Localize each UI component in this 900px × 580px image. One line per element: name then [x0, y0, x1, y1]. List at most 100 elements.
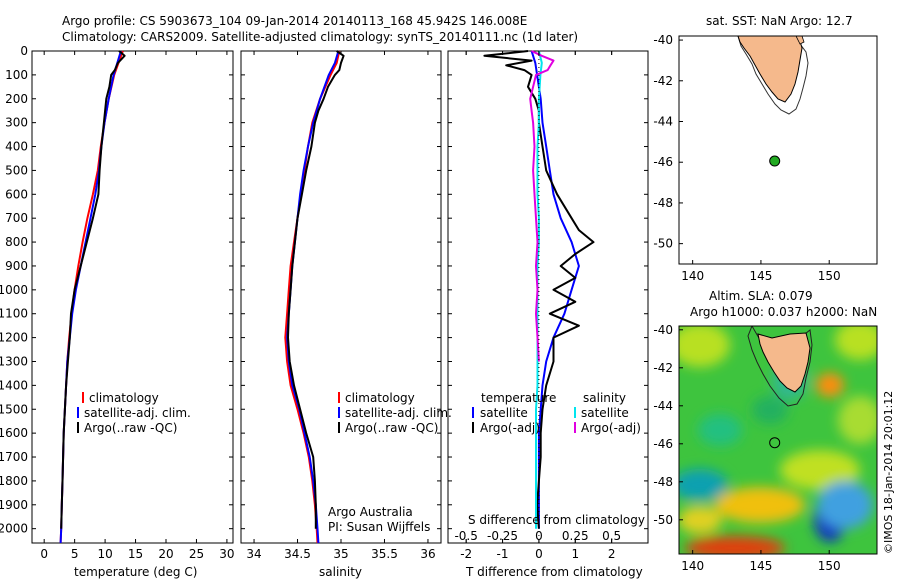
sla-map-field — [679, 326, 877, 554]
s-difference-tick-label: -0.5 — [454, 529, 477, 543]
map-x-tick-label: 145 — [749, 269, 772, 283]
map-y-tick-label: -46 — [653, 437, 673, 451]
legend-label-satellite: satellite-adj. clim. — [84, 406, 191, 420]
legend-label-argo: Argo(..raw -QC) — [345, 421, 438, 435]
legend-label-argo: Argo(..raw -QC) — [84, 421, 177, 435]
map-y-tick-label: -48 — [653, 196, 673, 210]
salinity-plot-area — [240, 50, 442, 544]
imos-timestamp: ©IMOS 18-Jan-2014 20:01:12 — [882, 391, 895, 554]
depth-tick-label: 1900 — [0, 498, 28, 512]
depth-tick-label: 1000 — [0, 283, 28, 297]
temperature-tick-label: 25 — [189, 547, 204, 561]
series-line-salinity-argo-adj — [529, 50, 555, 362]
t-difference-tick-label: 2 — [608, 547, 616, 561]
salinity-tick-label: 34 — [246, 547, 261, 561]
map-y-tick-label: -50 — [653, 513, 673, 527]
temperature-tick-label: 15 — [128, 547, 143, 561]
salinity-tick-label: 35 — [333, 547, 348, 561]
t-difference-tick-label: -1 — [497, 547, 509, 561]
depth-tick-label: 200 — [5, 92, 28, 106]
salinity-tick-label: 36 — [420, 547, 435, 561]
s-difference-tick-label: -0.25 — [487, 529, 518, 543]
difference-plot-area — [447, 50, 649, 544]
series-line-argo-raw-qc — [60, 50, 126, 529]
depth-tick-label: 800 — [5, 235, 28, 249]
t-difference-tick-label: 1 — [571, 547, 579, 561]
depth-tick-label: 600 — [5, 187, 28, 201]
depth-tick-label: 700 — [5, 211, 28, 225]
salinity-axis-label: salinity — [319, 565, 362, 579]
s-difference-axis-label: S difference from climatology — [468, 513, 645, 527]
map-y-tick-label: -40 — [653, 33, 673, 47]
sst-map-title: sat. SST: NaN Argo: 12.7 — [706, 14, 853, 28]
temperature-axis-label: temperature (deg C) — [74, 565, 197, 579]
temperature-plot-area — [31, 50, 234, 544]
argo-float-marker — [769, 437, 781, 449]
map-x-tick-label: 140 — [681, 269, 704, 283]
map-x-tick-label: 140 — [681, 559, 704, 573]
salinity-legend: climatology satellite-adj. clim. Argo(..… — [338, 391, 452, 435]
sla-map-axes: 140 145 150 -40 -42 -44 -46 -48 -50 — [653, 323, 840, 573]
map-y-tick-label: -40 — [653, 323, 673, 337]
legend-title-temperature: temperature — [481, 391, 556, 405]
depth-tick-label: 1100 — [0, 307, 28, 321]
temperature-tick-label: 5 — [71, 547, 79, 561]
map-y-tick-label: -50 — [653, 237, 673, 251]
sla-map-title-1: Altim. SLA: 0.079 — [709, 289, 813, 303]
series-line-satellite-adj-clim — [286, 50, 340, 544]
depth-tick-label: 400 — [5, 140, 28, 154]
depth-tick-label: 1800 — [0, 474, 28, 488]
series-line-temperature-argo-adj — [483, 50, 595, 529]
difference-series — [483, 50, 595, 529]
legend-title-salinity: salinity — [583, 391, 626, 405]
sla-map-frame — [678, 325, 878, 555]
temperature-tick-label: 30 — [219, 547, 234, 561]
depth-tick-label: 1500 — [0, 402, 28, 416]
legend-label-temp-satellite: satellite — [480, 406, 528, 420]
depth-tick-label: 500 — [5, 163, 28, 177]
depth-tick-label: 1200 — [0, 331, 28, 345]
series-line-climatology — [59, 50, 124, 544]
map-y-tick-label: -42 — [653, 361, 673, 375]
island — [795, 36, 805, 45]
series-line-satellite-adj-clim — [59, 50, 122, 544]
temperature-tick-label: 20 — [158, 547, 173, 561]
depth-tick-label: 0 — [20, 44, 28, 58]
legend-label-satellite: satellite-adj. clim. — [345, 406, 452, 420]
sla-map-title-2: Argo h1000: 0.037 h2000: NaN — [690, 305, 877, 319]
map-y-tick-label: -44 — [653, 399, 673, 413]
tasmania-land — [737, 36, 803, 103]
legend-label-temp-argo: Argo(-adj) — [480, 421, 540, 435]
map-x-tick-label: 150 — [818, 559, 841, 573]
legend-label-sal-argo: Argo(-adj) — [581, 421, 641, 435]
depth-tick-label: 1400 — [0, 378, 28, 392]
sst-map-axes: 140 145 150 -40 -42 -44 -46 -48 -50 — [653, 33, 840, 283]
map-x-tick-label: 145 — [749, 559, 772, 573]
map-y-tick-label: -46 — [653, 155, 673, 169]
axes-ticks: 0100200300400500600700800900100011001200… — [0, 44, 648, 561]
sst-map-land — [737, 36, 809, 115]
salinity-tick-label: 35.5 — [371, 547, 398, 561]
t-difference-tick-label: 0 — [535, 547, 543, 561]
s-difference-tick-label: 0.25 — [562, 529, 589, 543]
temperature-tick-label: 0 — [40, 547, 48, 561]
map-y-tick-label: -42 — [653, 74, 673, 88]
legend-label-sal-satellite: satellite — [581, 406, 629, 420]
map-y-tick-label: -48 — [653, 475, 673, 489]
depth-tick-label: 1300 — [0, 354, 28, 368]
header-line-1: Argo profile: CS 5903673_104 09-Jan-2014… — [62, 14, 527, 28]
tasmania-land — [757, 332, 811, 393]
legend-label-climatology: climatology — [89, 391, 159, 405]
temperature-tick-label: 10 — [97, 547, 112, 561]
temperature-legend: climatology satellite-adj. clim. Argo(..… — [77, 391, 191, 435]
t-difference-tick-label: -2 — [460, 547, 472, 561]
difference-legend: temperature salinity satellite Argo(-adj… — [472, 391, 641, 435]
sst-map-frame — [678, 35, 878, 265]
temperature-series — [59, 50, 126, 544]
depth-tick-label: 2000 — [0, 522, 28, 536]
t-difference-axis-label: T difference from climatology — [465, 565, 643, 579]
map-x-tick-label: 150 — [818, 269, 841, 283]
map-y-tick-label: -44 — [653, 115, 673, 129]
depth-tick-label: 1600 — [0, 426, 28, 440]
salinity-tick-label: 34.5 — [284, 547, 311, 561]
